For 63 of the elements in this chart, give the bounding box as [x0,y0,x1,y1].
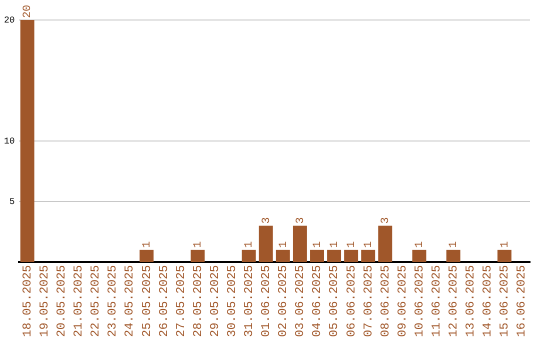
data-label: 1 [414,240,426,248]
x-tick-label: 23.05.2025 [106,264,120,338]
bar [344,250,358,262]
x-tick-label: 15.06.2025 [498,264,512,338]
y-tick-label: 20 [4,15,15,26]
x-tick-label: 22.05.2025 [88,264,103,338]
bar [497,250,512,262]
bar [140,250,154,262]
x-tick-label: 02.06.2025 [276,264,290,338]
bar [20,20,34,262]
x-tick-label: 08.06.2025 [378,264,392,338]
data-label: 1 [312,240,324,248]
data-label: 1 [192,240,205,248]
data-label: 1 [346,240,358,248]
y-tick-label: 10 [4,136,15,146]
x-tick-label: 29.05.2025 [208,264,222,338]
bar [412,250,426,262]
x-tick-label: 04.06.2025 [310,264,324,338]
bar [446,250,460,262]
bar [276,250,290,262]
y-tick-label: 5 [9,196,15,207]
x-tick-label: 13.06.2025 [464,264,478,338]
x-tick-label: 18.05.2025 [20,264,34,338]
x-tick-label: 31.05.2025 [242,264,256,338]
x-tick-label: 26.05.2025 [156,264,171,338]
x-tick-label: 06.06.2025 [344,264,358,338]
bar [242,250,256,262]
data-label: 3 [380,217,392,224]
x-tick-label: 30.05.2025 [224,264,239,338]
x-tick-label: 07.06.2025 [361,264,376,338]
x-tick-label: 19.05.2025 [38,264,52,338]
bar [190,250,205,262]
data-label: 20 [22,4,34,18]
x-tick-label: 05.06.2025 [327,264,342,338]
bar [378,226,392,262]
x-tick-label: 20.05.2025 [54,264,69,338]
x-tick-label: 25.05.2025 [140,264,154,338]
x-tick-label: 24.05.2025 [122,264,137,338]
x-tick-label: 10.06.2025 [412,264,426,338]
x-tick-label: 12.06.2025 [446,264,460,338]
data-label: 1 [278,240,290,248]
data-label: 3 [294,217,307,224]
x-tick-label: 01.06.2025 [259,264,274,338]
bar [361,250,376,262]
x-tick-label: 03.06.2025 [293,264,308,338]
bar [327,250,342,262]
data-label: 1 [142,240,154,248]
data-label: 1 [499,240,512,248]
data-label: 3 [260,217,273,224]
x-tick-label: 09.06.2025 [395,264,410,338]
bar [258,226,273,262]
x-tick-label: 16.06.2025 [514,264,529,338]
bar [310,250,324,262]
data-label: 1 [244,240,256,248]
x-tick-label: 28.05.2025 [190,264,205,338]
bar [292,226,307,262]
data-label: 1 [328,240,341,248]
x-tick-label: 21.05.2025 [72,264,86,338]
data-label: 1 [363,240,376,248]
x-tick-label: 27.05.2025 [174,264,188,338]
x-tick-label: 11.06.2025 [429,264,444,338]
data-label: 1 [448,240,460,248]
x-tick-label: 14.06.2025 [480,264,495,338]
